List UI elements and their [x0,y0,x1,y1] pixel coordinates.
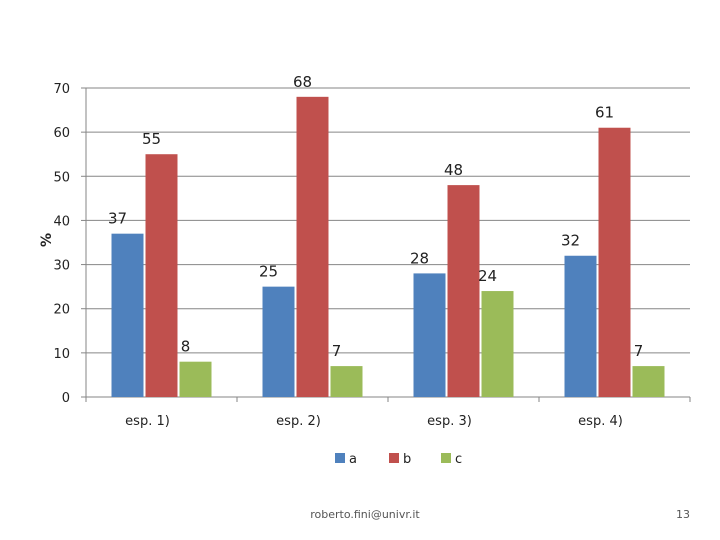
bar-b [598,127,631,397]
x-category-labels: esp. 1) esp. 2) esp. 3) esp. 4) [125,414,623,429]
page-number: 13 [676,508,690,521]
x-category-label: esp. 1) [125,414,170,429]
bar-c [179,361,212,397]
data-label: 37 [108,210,127,228]
gridlines [86,87,690,354]
bar-b [296,96,329,397]
bar-c [632,366,665,397]
data-label: 68 [293,73,312,91]
bar-a [111,233,144,397]
data-label: 55 [142,130,161,148]
y-tick-label: 50 [53,170,70,185]
bar-a [262,286,295,397]
y-tick-label: 10 [53,347,70,362]
data-label: 7 [332,342,342,360]
data-label: 25 [259,263,278,281]
y-tick-label: 20 [53,303,70,318]
y-tick-label: 70 [53,82,70,97]
x-category-label: esp. 2) [276,414,321,429]
legend-swatch-b [389,453,399,463]
legend-label-a: a [349,452,357,467]
data-label: 28 [410,249,429,267]
x-category-label: esp. 4) [578,414,623,429]
data-label: 32 [561,232,580,250]
y-tick-labels: 0 10 20 30 40 50 60 70 [53,82,70,406]
bars [111,96,665,397]
y-tick-label: 30 [53,259,70,274]
bar-a [564,255,597,397]
footer-email: roberto.fini@univr.it [310,508,420,521]
data-label: 7 [634,342,644,360]
bar-c [330,366,363,397]
legend: a b c [335,452,462,467]
data-labels: 37 55 8 25 68 7 28 48 24 32 61 7 [108,73,643,360]
y-tick-label: 60 [53,126,70,141]
data-label: 24 [478,267,497,285]
legend-label-c: c [455,452,462,467]
bar-a [413,273,446,397]
legend-label-b: b [403,452,411,467]
bar-b [447,185,480,397]
legend-swatch-a [335,453,345,463]
data-label: 8 [181,338,191,356]
x-category-label: esp. 3) [427,414,472,429]
y-tick-label: 0 [62,391,70,406]
bar-c [481,291,514,397]
y-tick-label: 40 [53,214,70,229]
data-label: 61 [595,104,614,122]
legend-swatch-c [441,453,451,463]
y-axis-label: % [39,233,55,247]
data-label: 48 [444,161,463,179]
bar-b [145,154,178,397]
